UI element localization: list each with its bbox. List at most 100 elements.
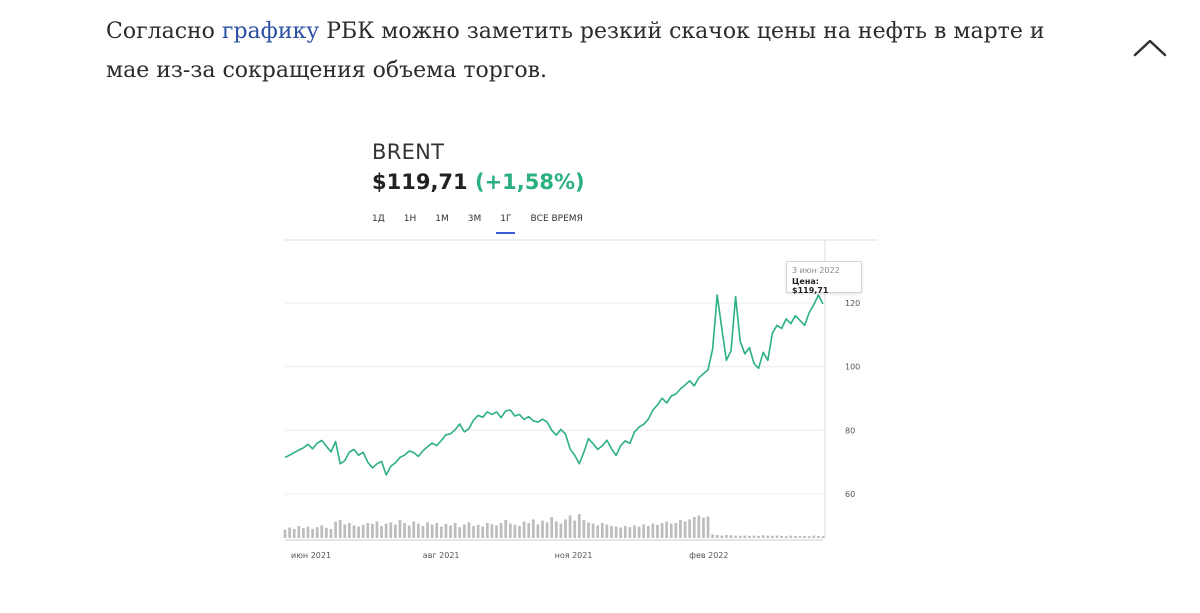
volume-bar (522, 521, 526, 538)
volume-bar (577, 514, 581, 538)
volume-bar (467, 522, 471, 538)
volume-bar (513, 524, 517, 538)
volume-bar (573, 520, 577, 538)
volume-bar (325, 527, 328, 538)
volume-bar (416, 523, 420, 538)
period-tabs: 1Д 1Н 1М 3М 1Г ВСЕ ВРЕМЯ (372, 210, 602, 234)
volume-bar (508, 523, 512, 538)
article-paragraph: Согласно графику РБК можно заметить резк… (106, 12, 1086, 90)
price-change: (+1,58%) (474, 170, 585, 194)
volume-bar (637, 526, 641, 538)
volume-bar (398, 520, 402, 538)
volume-bar (435, 523, 439, 538)
volume-bar (426, 522, 429, 538)
volume-bar (591, 523, 595, 538)
price-series-line (284, 294, 824, 476)
volume-bar (430, 524, 434, 538)
volume-bar (738, 535, 742, 538)
tooltip-date: 3 июн 2022 (792, 266, 840, 275)
volume-bar (752, 535, 756, 538)
tooltip-label: Цена: (792, 277, 819, 286)
volume-bar (683, 521, 687, 538)
chart-link[interactable]: графику (221, 19, 320, 44)
volume-bar (288, 527, 291, 538)
volume-bar (315, 527, 319, 538)
volume-bar (743, 535, 747, 538)
volume-bar (568, 515, 572, 538)
period-tab-1[interactable]: 1Н (403, 214, 417, 224)
y-tick-label-100: 100 (845, 363, 860, 372)
volume-bar (692, 517, 696, 538)
volume-bar (789, 535, 793, 538)
volume-bar (389, 522, 393, 538)
volume-bar (651, 523, 655, 538)
x-tick-label-3: фев 2022 (689, 551, 728, 560)
volume-bar (623, 526, 627, 538)
current-price: $119,71 (372, 170, 468, 194)
chevron-up-icon (1133, 39, 1167, 57)
volume-bar (527, 523, 531, 538)
period-tab-0[interactable]: 1Д (372, 214, 385, 224)
collapse-button[interactable] (1128, 32, 1172, 62)
volume-bar (343, 524, 347, 538)
volume-bar (375, 521, 379, 538)
volume-bar (320, 525, 324, 538)
x-tick-label-0: июн 2021 (291, 551, 331, 560)
volume-bar (490, 524, 494, 538)
volume-bar (780, 535, 783, 538)
volume-bar (669, 523, 673, 538)
volume-bar (495, 525, 498, 538)
volume-bar (674, 523, 678, 538)
price-tooltip: 3 июн 2022 Цена: $119,71 (786, 261, 862, 295)
volume-bar (458, 527, 462, 538)
volume-bar (600, 523, 604, 538)
volume-bar (798, 536, 802, 538)
volume-bar (633, 525, 636, 538)
volume-bar (794, 535, 797, 538)
volume-bar (775, 535, 779, 538)
y-tick-label-80: 80 (845, 426, 855, 435)
volume-bar (812, 535, 816, 538)
volume-bar (656, 524, 659, 538)
volume-bar (803, 535, 806, 538)
article-text-before: Согласно (106, 19, 222, 44)
volume-bar (771, 535, 774, 538)
price-line: $119,71 (+1,58%) (372, 170, 585, 194)
volume-bar (711, 534, 715, 538)
volume-bar (361, 524, 365, 538)
volume-bar (518, 526, 521, 538)
volume-bar (596, 525, 600, 538)
volume-bar (462, 524, 466, 538)
period-tab-3[interactable]: 3М (467, 214, 482, 224)
volume-bar (729, 535, 733, 538)
volume-bar (370, 523, 374, 538)
period-tab-5[interactable]: ВСЕ ВРЕМЯ (530, 214, 583, 224)
volume-bar (761, 535, 765, 538)
x-tick-label-1: авг 2021 (423, 551, 460, 560)
ticker-name: BRENT (372, 140, 445, 164)
volume-bar (334, 521, 337, 538)
volume-bar (757, 535, 760, 538)
volume-bar (605, 524, 609, 538)
volume-bar (706, 516, 710, 538)
volume-bar (439, 526, 443, 538)
volume-bar (504, 520, 508, 538)
volume-bar (481, 526, 485, 538)
volume-bar (531, 519, 535, 538)
period-tab-2[interactable]: 1М (435, 214, 449, 224)
volume-bar (302, 528, 305, 538)
period-tab-4[interactable]: 1Г (496, 210, 516, 234)
volume-bar (352, 525, 356, 538)
volume-bar (380, 526, 383, 538)
volume-bar (564, 519, 567, 538)
volume-bar (715, 535, 719, 538)
volume-bar (292, 529, 296, 538)
volume-bar (614, 526, 618, 538)
volume-bar (821, 536, 825, 538)
volume-bar (366, 523, 370, 538)
volume-bar (536, 524, 540, 538)
volume-bar (559, 523, 563, 538)
volume-bar (697, 515, 701, 538)
volume-bar (412, 521, 416, 538)
volume-bar (582, 520, 586, 538)
